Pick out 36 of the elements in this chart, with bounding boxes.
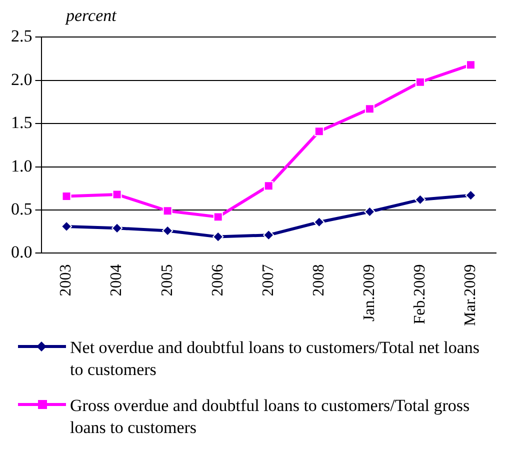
point [162, 225, 174, 236]
point [62, 191, 72, 201]
point [364, 206, 376, 218]
point [212, 231, 224, 242]
y-axis-title: percent [66, 6, 118, 25]
y-tick-label: 1.5 [11, 113, 32, 132]
legend-label: Gross overdue and doubtful loans to customers/Total gross loans to customers [70, 395, 471, 439]
point [414, 194, 426, 206]
point [314, 126, 324, 136]
x-tick-label: Feb.2009 [411, 264, 428, 324]
point [112, 222, 123, 234]
point [466, 60, 476, 70]
x-tick-label: Jan.2009 [360, 264, 378, 322]
x-tick-label: 2008 [310, 264, 328, 296]
x-tick-label: Mar.2009 [462, 264, 479, 326]
x-tick-label: 2006 [209, 264, 226, 296]
x-tick-label: 2004 [108, 264, 126, 296]
x-tick-label: 2003 [58, 264, 75, 296]
point [314, 216, 325, 228]
point [415, 77, 425, 87]
y-tick-label: 0.5 [11, 199, 32, 218]
y-tick-label: 2.5 [11, 26, 32, 46]
point [364, 104, 374, 114]
point [112, 190, 122, 200]
x-tick-label: 2005 [158, 264, 176, 296]
legend-label: Net overdue and doubtful loans to customers/Total net loans to customers [70, 337, 481, 381]
y-tick-label: 0.0 [11, 242, 32, 262]
point [213, 212, 223, 222]
x-tick-label: 2007 [260, 264, 277, 296]
point [465, 190, 476, 201]
point [264, 181, 274, 191]
point [263, 230, 274, 241]
y-tick-label: 1.0 [11, 156, 32, 176]
point [61, 220, 72, 232]
point [162, 206, 172, 216]
y-tick-label: 2.0 [11, 70, 32, 89]
